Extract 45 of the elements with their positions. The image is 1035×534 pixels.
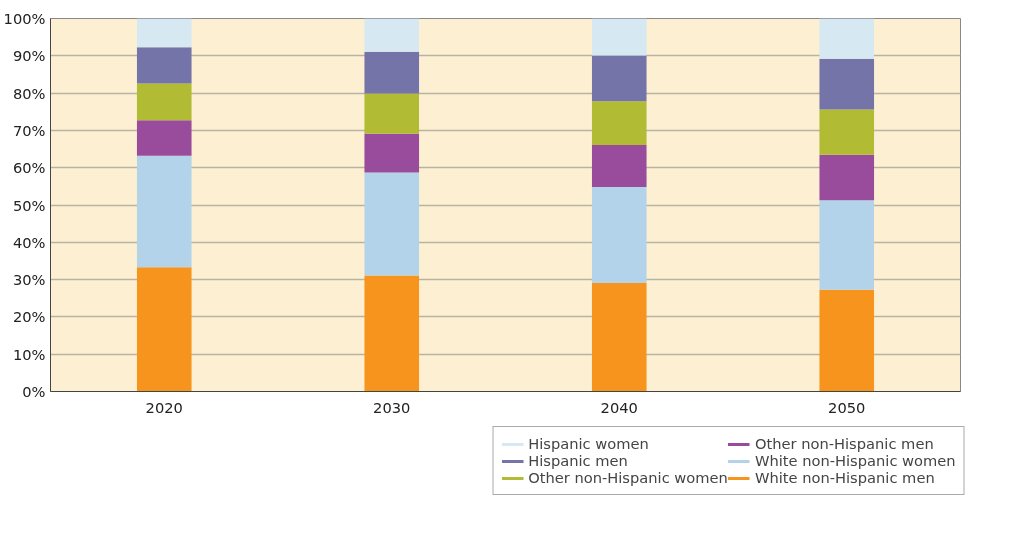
y-tick-label: 10%	[12, 345, 46, 363]
y-tick-label: 100%	[3, 10, 46, 27]
x-tick-label: 2030	[373, 398, 411, 416]
bar	[591, 282, 647, 392]
y-tick-label: 70%	[12, 121, 46, 139]
bar	[591, 187, 647, 283]
y-tick-label: 20%	[12, 308, 46, 326]
legend-label: Other non-Hispanic men	[754, 435, 934, 452]
x-tick-label: 2040	[600, 398, 638, 416]
bar	[819, 200, 875, 290]
legend-label: Hispanic women	[528, 435, 649, 452]
bar	[591, 101, 647, 145]
y-tick-label: 90%	[12, 47, 46, 65]
y-tick-label: 0%	[22, 383, 46, 400]
bar	[136, 18, 192, 48]
bar	[819, 58, 875, 110]
bar	[136, 267, 192, 392]
bar	[364, 51, 420, 94]
bar	[819, 289, 875, 392]
legend-label: White non-Hispanic men	[754, 469, 935, 486]
bar	[364, 275, 420, 392]
bar	[136, 83, 192, 121]
bar	[591, 55, 647, 102]
bar	[136, 155, 192, 268]
bar	[364, 172, 420, 276]
bar	[136, 120, 192, 156]
legend-label: Other non-Hispanic women	[528, 469, 728, 486]
y-tick-label: 50%	[12, 196, 46, 214]
x-tick-label: 2050	[828, 398, 866, 416]
bar	[819, 18, 875, 59]
legend-label: White non-Hispanic women	[754, 452, 956, 469]
bar	[819, 154, 875, 201]
y-tick-label: 30%	[12, 271, 46, 289]
bar	[591, 18, 647, 56]
bar	[364, 93, 420, 134]
bar	[364, 18, 420, 52]
x-tick-label: 2020	[145, 398, 183, 416]
legend-label: Hispanic men	[528, 452, 628, 469]
bar	[136, 47, 192, 84]
y-tick-label: 40%	[12, 233, 46, 251]
bar	[591, 144, 647, 188]
bar	[364, 133, 420, 173]
y-tick-label: 60%	[12, 159, 46, 177]
y-tick-label: 80%	[12, 84, 46, 102]
bar	[819, 109, 875, 155]
